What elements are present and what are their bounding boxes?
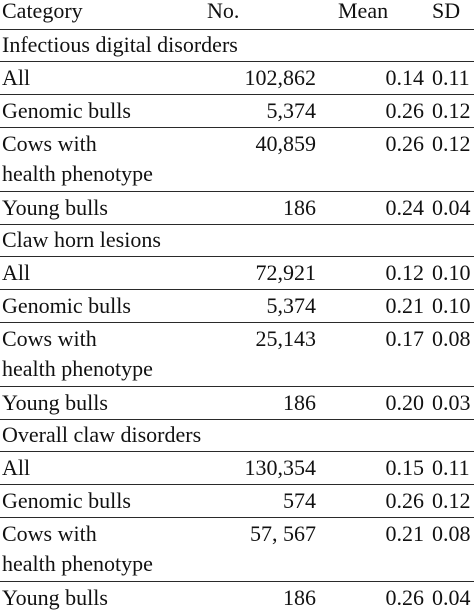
table-row: All 102,862 0.14 0.11 <box>0 62 474 95</box>
row-category: All <box>2 455 31 480</box>
table-row: Young bulls 186 0.26 0.04 <box>0 582 474 615</box>
row-category: Genomic bulls <box>2 293 131 318</box>
header-mean: Mean <box>338 0 389 23</box>
section-title-row: Infectious digital disorders <box>0 30 474 62</box>
header-sd: SD <box>432 0 461 23</box>
row-category-line1: Cows with <box>2 521 97 546</box>
table-row: Genomic bulls 5,374 0.21 0.10 <box>0 290 474 323</box>
table-row: Cows with health phenotype 40,859 0.26 0.… <box>0 128 474 192</box>
row-mean: 0.12 <box>385 260 425 285</box>
table-row: Cows with health phenotype 25,143 0.17 0.… <box>0 323 474 387</box>
table-header-row: Category No. Mean SD <box>0 0 474 30</box>
row-no: 186 <box>283 585 316 610</box>
row-category: Cows with health phenotype <box>2 519 232 579</box>
row-no: 186 <box>283 390 316 415</box>
row-sd: 0.11 <box>432 455 470 480</box>
row-sd: 0.12 <box>432 131 471 156</box>
row-category: Young bulls <box>2 390 108 415</box>
row-no: 186 <box>283 195 316 220</box>
header-no: No. <box>207 0 240 23</box>
row-mean: 0.17 <box>385 326 425 351</box>
table-row: Genomic bulls 5,374 0.26 0.12 <box>0 95 474 128</box>
section-title: Infectious digital disorders <box>2 32 238 57</box>
row-category: Genomic bulls <box>2 98 131 123</box>
section-title-row: Claw horn lesions <box>0 225 474 257</box>
row-no: 57, 567 <box>250 521 316 546</box>
row-category: Young bulls <box>2 585 108 610</box>
row-category-line1: Cows with <box>2 131 97 156</box>
row-mean: 0.21 <box>385 521 425 546</box>
row-no: 72,921 <box>255 260 317 285</box>
row-mean: 0.26 <box>385 131 425 156</box>
section-title: Claw horn lesions <box>2 227 161 252</box>
row-mean: 0.14 <box>385 65 425 90</box>
row-no: 5,374 <box>266 98 317 123</box>
row-sd: 0.10 <box>432 293 471 318</box>
row-sd: 0.10 <box>432 260 471 285</box>
row-category: Cows with health phenotype <box>2 324 232 384</box>
row-sd: 0.08 <box>432 326 471 351</box>
row-category-line2: health phenotype <box>2 356 153 381</box>
row-category-line2: health phenotype <box>2 161 153 186</box>
section-title-row: Overall claw disorders <box>0 420 474 452</box>
table-row: Genomic bulls 574 0.26 0.12 <box>0 485 474 518</box>
row-sd: 0.12 <box>432 488 471 513</box>
row-sd: 0.11 <box>432 65 470 90</box>
row-mean: 0.26 <box>385 98 425 123</box>
row-sd: 0.08 <box>432 521 471 546</box>
row-category: Genomic bulls <box>2 488 131 513</box>
row-no: 5,374 <box>266 293 317 318</box>
row-no: 25,143 <box>255 326 317 351</box>
row-category: Cows with health phenotype <box>2 129 232 189</box>
row-mean: 0.26 <box>385 488 425 513</box>
row-sd: 0.03 <box>432 390 471 415</box>
table-row: All 72,921 0.12 0.10 <box>0 257 474 290</box>
row-mean: 0.26 <box>385 585 425 610</box>
row-category: All <box>2 260 31 285</box>
table-row: Cows with health phenotype 57, 567 0.21 0… <box>0 518 474 582</box>
row-category: Young bulls <box>2 195 108 220</box>
section-title: Overall claw disorders <box>2 422 202 447</box>
row-sd: 0.12 <box>432 98 471 123</box>
row-mean: 0.20 <box>385 390 425 415</box>
row-category-line2: health phenotype <box>2 551 153 576</box>
row-no: 40,859 <box>255 131 317 156</box>
row-mean: 0.21 <box>385 293 425 318</box>
row-mean: 0.15 <box>385 455 425 480</box>
row-no: 574 <box>283 488 316 513</box>
table-row: All 130,354 0.15 0.11 <box>0 452 474 485</box>
table-row: Young bulls 186 0.24 0.04 <box>0 192 474 225</box>
row-mean: 0.24 <box>385 195 425 220</box>
row-category: All <box>2 65 31 90</box>
table-row: Young bulls 186 0.20 0.03 <box>0 387 474 420</box>
row-sd: 0.04 <box>432 195 471 220</box>
header-category: Category <box>2 0 83 23</box>
row-no: 102,862 <box>244 65 317 90</box>
row-no: 130,354 <box>244 455 317 480</box>
row-category-line1: Cows with <box>2 326 97 351</box>
row-sd: 0.04 <box>432 585 471 610</box>
